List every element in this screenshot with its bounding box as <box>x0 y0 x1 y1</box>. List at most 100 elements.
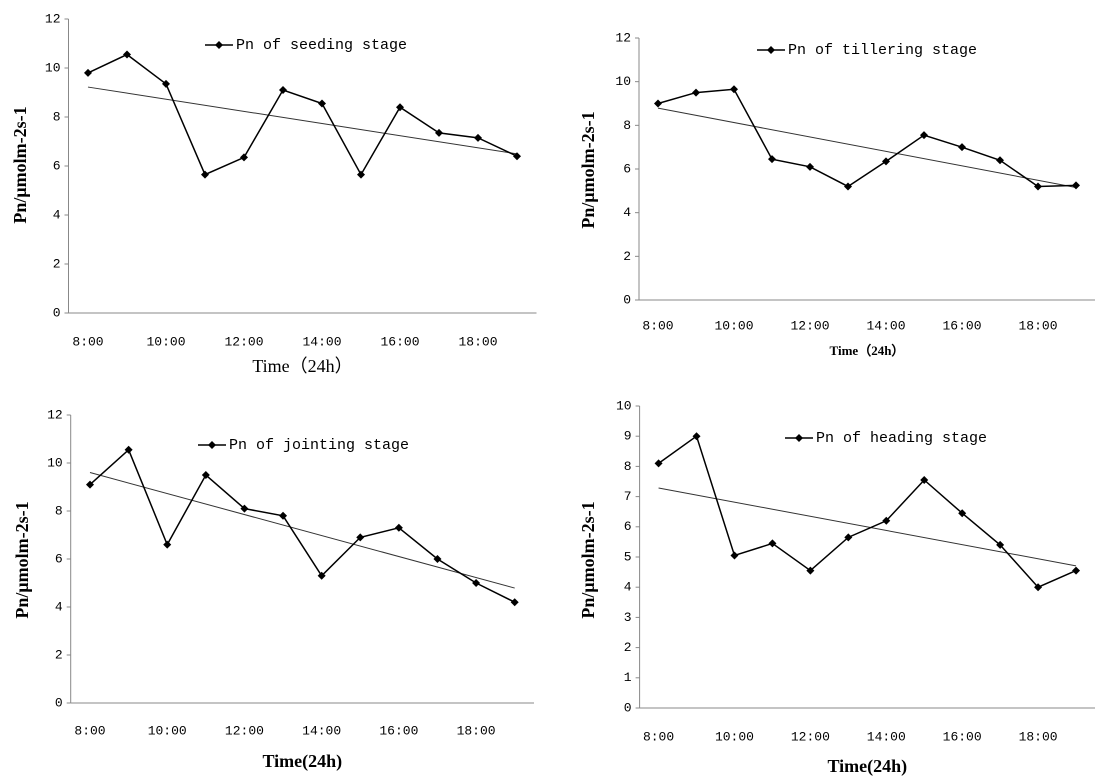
y-tick-label: 12 <box>45 11 61 26</box>
point-marker <box>394 523 403 532</box>
trend-line <box>87 86 518 155</box>
point-marker <box>654 99 662 108</box>
y-axis-title: Pn/μmolm-2s-1 <box>578 501 598 618</box>
legend-label: Pn of tillering stage <box>788 42 977 59</box>
x-tick-label: 16:00 <box>942 318 981 333</box>
point-marker <box>510 598 519 607</box>
y-tick-label: 6 <box>53 158 61 173</box>
y-tick-label: 3 <box>624 610 632 625</box>
series-line <box>89 448 516 603</box>
x-tick-label: 10:00 <box>715 729 754 744</box>
point-marker <box>882 516 891 525</box>
legend-marker <box>767 46 775 54</box>
point-marker <box>920 475 929 484</box>
x-tick-label: 12:00 <box>224 334 263 349</box>
point-marker <box>435 128 443 137</box>
point-marker <box>123 50 131 59</box>
y-axis-title: Pn/μmolm-2s-1 <box>578 111 598 228</box>
point-marker <box>513 152 521 161</box>
x-tick-label: 10:00 <box>714 318 753 333</box>
x-tick-label: 14:00 <box>867 729 906 744</box>
x-tick-label: 12:00 <box>790 318 829 333</box>
y-tick-label: 4 <box>53 207 61 222</box>
trend-line <box>89 472 515 589</box>
point-marker <box>1034 182 1042 191</box>
y-tick-label: 8 <box>55 503 63 518</box>
x-tick-label: 8:00 <box>642 318 673 333</box>
y-tick-label: 10 <box>45 60 61 75</box>
x-tick-label: 18:00 <box>457 723 496 738</box>
point-marker <box>124 445 133 454</box>
x-tick-label: 10:00 <box>146 334 185 349</box>
point-marker <box>240 504 249 513</box>
point-marker <box>806 162 814 171</box>
point-marker <box>996 540 1005 549</box>
y-tick-label: 6 <box>624 519 632 534</box>
x-tick-label: 18:00 <box>458 334 497 349</box>
y-tick-label: 4 <box>55 599 63 614</box>
y-tick-label: 7 <box>624 489 632 504</box>
point-marker <box>84 68 92 77</box>
point-marker <box>958 509 967 518</box>
y-tick-label: 8 <box>53 109 61 124</box>
point-marker <box>279 86 287 95</box>
series-line <box>658 434 1077 589</box>
legend-label: Pn of jointing stage <box>229 437 409 454</box>
point-marker <box>474 133 482 142</box>
x-tick-label: 18:00 <box>1019 729 1058 744</box>
y-tick-label: 8 <box>624 459 632 474</box>
point-marker <box>317 571 326 580</box>
point-marker <box>844 182 852 191</box>
point-marker <box>201 170 209 179</box>
point-marker <box>882 157 890 166</box>
y-tick-label: 0 <box>53 305 61 320</box>
x-axis-title: Time(24h) <box>263 751 343 772</box>
x-tick-label: 16:00 <box>380 334 419 349</box>
y-tick-label: 5 <box>624 549 632 564</box>
y-tick-label: 2 <box>53 256 61 271</box>
legend-label: Pn of seeding stage <box>236 37 407 54</box>
point-marker <box>692 88 700 97</box>
point-marker <box>396 103 404 112</box>
point-marker <box>844 533 853 542</box>
x-tick-label: 12:00 <box>225 723 264 738</box>
point-marker <box>163 540 172 549</box>
point-marker <box>920 131 928 140</box>
point-marker <box>240 153 248 162</box>
x-tick-label: 16:00 <box>379 723 418 738</box>
x-tick-label: 10:00 <box>148 723 187 738</box>
trend-line <box>658 487 1077 567</box>
point-marker <box>279 511 288 520</box>
point-marker <box>958 143 966 152</box>
y-tick-label: 2 <box>624 640 632 655</box>
legend-marker <box>208 441 216 449</box>
x-tick-label: 16:00 <box>943 729 982 744</box>
x-tick-label: 14:00 <box>302 723 341 738</box>
point-marker <box>1034 583 1043 592</box>
trend-line <box>657 107 1077 188</box>
y-tick-label: 0 <box>623 292 631 307</box>
point-marker <box>1072 566 1081 575</box>
point-marker <box>730 551 739 560</box>
y-tick-label: 6 <box>55 551 63 566</box>
point-marker <box>433 555 442 563</box>
x-axis-title: Time(24h) <box>827 756 907 777</box>
legend-marker <box>795 434 803 442</box>
legend-label: Pn of heading stage <box>816 430 987 447</box>
series-line <box>657 88 1077 188</box>
y-tick-label: 4 <box>623 205 631 220</box>
point-marker <box>356 533 365 542</box>
point-marker <box>768 155 776 164</box>
series-line <box>87 53 518 177</box>
y-axis-title: Pn/μmolm-2s-1 <box>10 106 30 223</box>
point-marker <box>768 539 777 548</box>
y-tick-label: 2 <box>55 647 63 662</box>
y-tick-label: 10 <box>616 398 632 413</box>
point-marker <box>996 156 1004 165</box>
point-marker <box>318 99 326 108</box>
point-marker <box>86 480 95 489</box>
x-tick-label: 8:00 <box>643 729 674 744</box>
y-tick-label: 10 <box>615 74 631 89</box>
